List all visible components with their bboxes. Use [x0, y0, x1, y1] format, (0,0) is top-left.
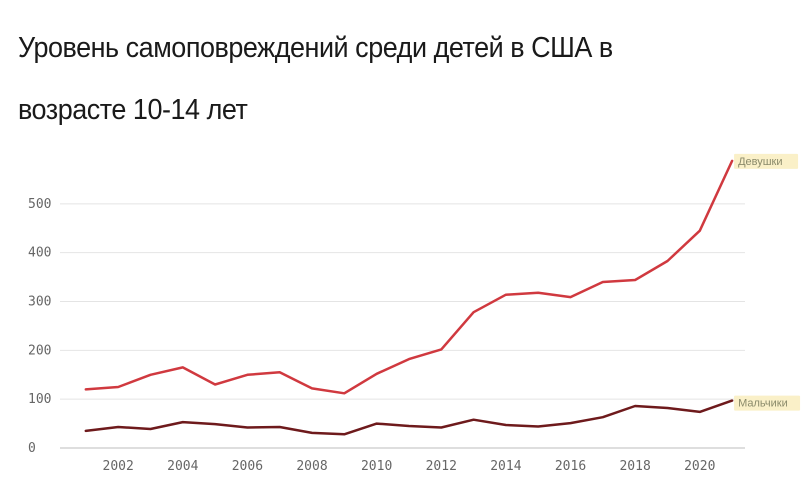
- y-tick-label-300: 300: [28, 295, 51, 310]
- x-axis-ticks: 2002 2004 2006 2008 2010 2012 2014 2016 2018 2020: [103, 459, 716, 474]
- x-tick-label-2010: 2010: [361, 459, 392, 474]
- series-label-1: Девушки: [738, 156, 782, 168]
- x-tick-label-2002: 2002: [103, 459, 134, 474]
- x-tick-label-2006: 2006: [232, 459, 263, 474]
- y-tick-label-0: 0: [28, 441, 36, 456]
- chart-title-line-1: Уровень самоповреждений среди детей в СШ…: [18, 32, 613, 64]
- series-end-labels: Девушки Мальчики: [734, 153, 801, 411]
- chart-title-line-2: возрасте 10-14 лет: [18, 94, 248, 126]
- y-axis-ticks: 0 100 200 300 400 500: [28, 197, 51, 456]
- x-tick-label-2014: 2014: [490, 459, 521, 474]
- series-label-bg-1: [734, 153, 799, 169]
- series-line-2: [84, 399, 734, 436]
- y-tick-label-500: 500: [28, 197, 51, 212]
- y-tick-label-400: 400: [28, 246, 51, 261]
- x-tick-label-2018: 2018: [619, 459, 650, 474]
- y-tick-label-200: 200: [28, 343, 51, 358]
- x-tick-label-2008: 2008: [296, 459, 327, 474]
- series-label-bg-2: [734, 395, 801, 411]
- x-tick-label-2012: 2012: [426, 459, 457, 474]
- series-line-1: [84, 159, 734, 395]
- gridlines: [60, 203, 745, 449]
- series-lines: [84, 159, 734, 436]
- x-tick-label-2016: 2016: [555, 459, 586, 474]
- series-label-2: Мальчики: [738, 398, 788, 410]
- y-tick-label-100: 100: [28, 392, 51, 407]
- x-tick-label-2004: 2004: [167, 459, 198, 474]
- x-tick-label-2020: 2020: [684, 459, 715, 474]
